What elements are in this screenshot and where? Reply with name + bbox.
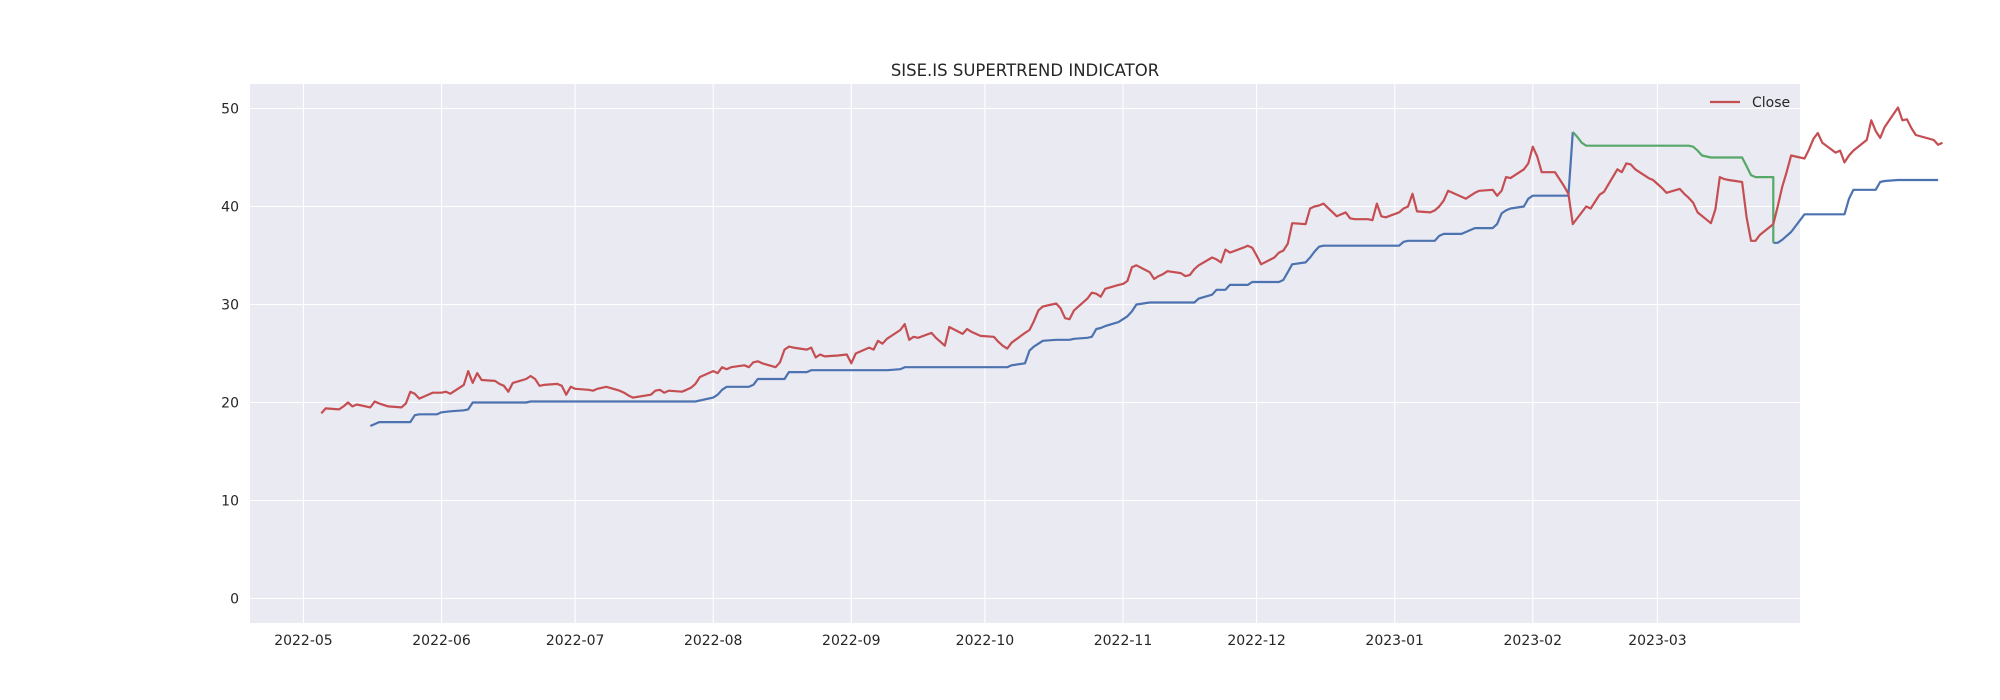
series-line-supertrend-up [1773, 178, 1939, 244]
x-tick-label: 2022-10 [956, 633, 1015, 649]
y-tick-label: 0 [230, 592, 239, 608]
axis-ticks: 0 10 20 30 40 50 2022-05 2022-06 2022-07 2022-08 2… [221, 102, 1687, 650]
x-tick-label: 2023-02 [1504, 633, 1563, 649]
x-tick-label: 2022-12 [1227, 633, 1286, 649]
y-tick-label: 50 [221, 102, 239, 118]
x-tick-label: 2022-07 [546, 633, 605, 649]
y-tick-label: 10 [221, 494, 239, 510]
x-tick-label: 2022-08 [684, 633, 743, 649]
series-line-supertrend-down [1571, 131, 1775, 243]
x-tick-label: 2022-09 [822, 633, 881, 649]
x-tick-label: 2023-01 [1365, 633, 1424, 649]
x-tick-label: 2022-05 [274, 633, 333, 649]
y-tick-label: 40 [221, 200, 239, 216]
legend-label-close: Close [1752, 95, 1790, 111]
chart-title: SISE.IS SUPERTREND INDICATOR [891, 61, 1159, 80]
series-layer [320, 106, 1943, 428]
series-line-supertrend-up [369, 131, 1574, 428]
y-tick-label: 30 [221, 298, 239, 314]
series-line-close [1772, 106, 1943, 225]
x-tick-label: 2023-03 [1628, 633, 1687, 649]
legend: Close [1710, 95, 1790, 111]
plot-area [250, 84, 1800, 623]
x-tick-label: 2022-06 [412, 633, 471, 649]
x-tick-label: 2022-11 [1094, 633, 1153, 649]
series-line-close [320, 145, 1774, 415]
y-tick-label: 20 [221, 396, 239, 412]
